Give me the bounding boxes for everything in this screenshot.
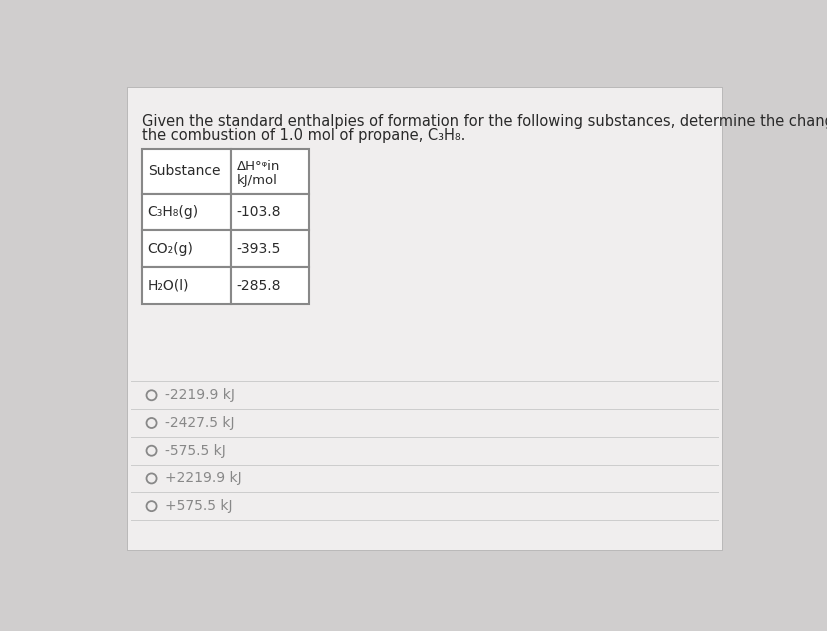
Text: -2219.9 kJ: -2219.9 kJ xyxy=(165,388,234,403)
Text: -2427.5 kJ: -2427.5 kJ xyxy=(165,416,234,430)
Text: -103.8: -103.8 xyxy=(237,205,281,219)
Text: CO₂(g): CO₂(g) xyxy=(147,242,194,256)
Bar xyxy=(231,194,308,230)
Text: ΔH°ᵠin: ΔH°ᵠin xyxy=(237,160,280,173)
Text: H₂O(l): H₂O(l) xyxy=(147,279,189,293)
Bar xyxy=(231,268,308,304)
Text: the combustion of 1.0 mol of propane, C₃H₈.: the combustion of 1.0 mol of propane, C₃… xyxy=(142,128,465,143)
Text: kJ/mol: kJ/mol xyxy=(237,174,277,187)
Text: -393.5: -393.5 xyxy=(237,242,281,256)
Text: +575.5 kJ: +575.5 kJ xyxy=(165,499,232,513)
Text: Substance: Substance xyxy=(147,164,220,178)
Text: C₃H₈(g): C₃H₈(g) xyxy=(147,205,198,219)
Bar xyxy=(142,230,231,268)
Text: +2219.9 kJ: +2219.9 kJ xyxy=(165,471,241,485)
Bar xyxy=(231,149,308,194)
Text: -575.5 kJ: -575.5 kJ xyxy=(165,444,225,457)
Bar xyxy=(142,149,231,194)
Bar xyxy=(142,194,231,230)
Bar xyxy=(142,268,231,304)
Bar xyxy=(231,230,308,268)
Text: -285.8: -285.8 xyxy=(237,279,281,293)
Text: Given the standard enthalpies of formation for the following substances, determi: Given the standard enthalpies of formati… xyxy=(142,114,827,129)
